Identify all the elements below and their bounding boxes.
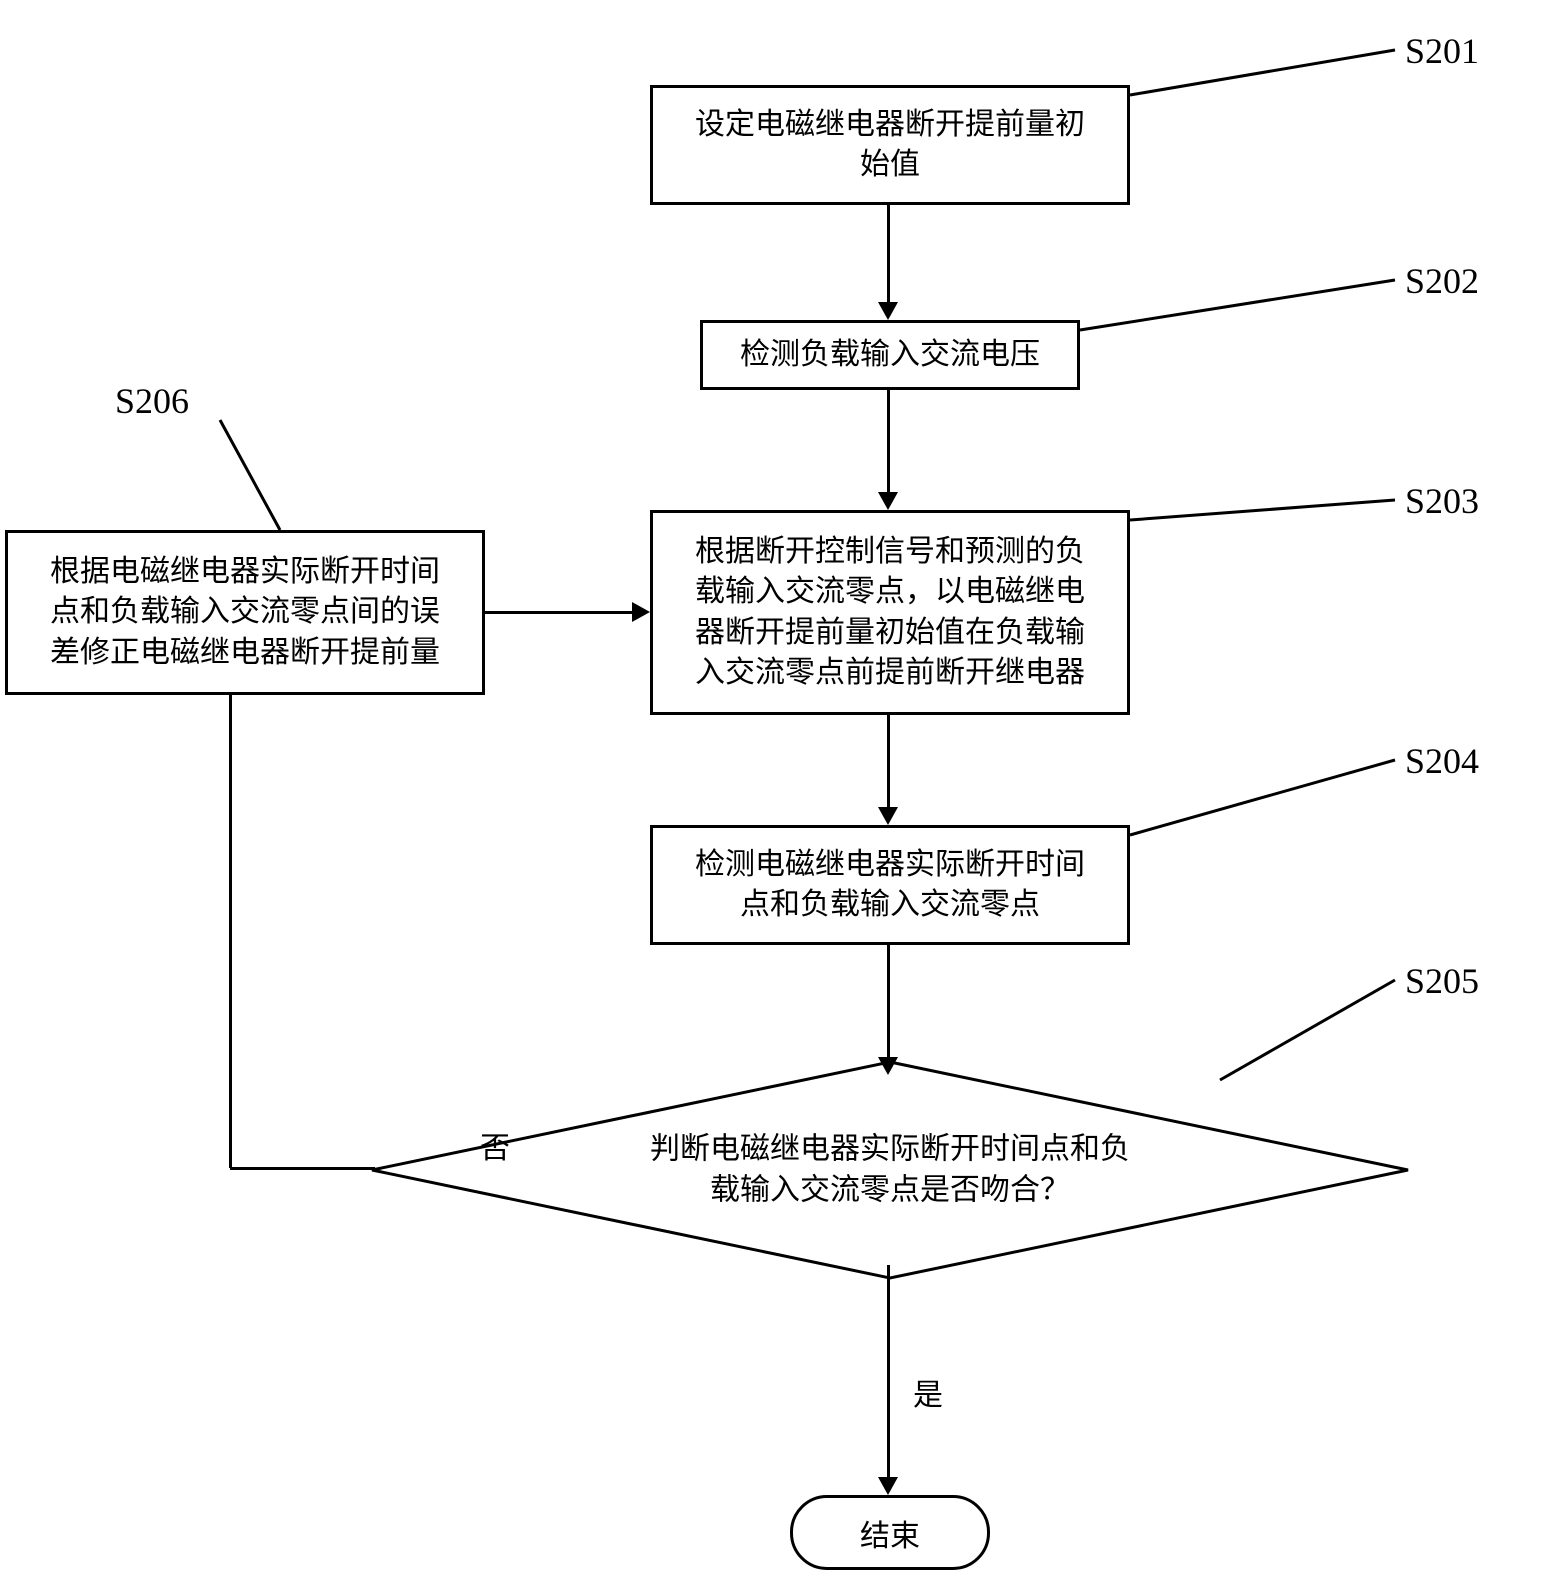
arrow-s204-s205 (887, 945, 890, 1057)
edge-no-label: 否 (480, 1123, 510, 1167)
arrowhead-s201-s202 (878, 302, 898, 320)
callout-s206 (0, 0, 1555, 1586)
arrowhead-s206-s203 (632, 602, 650, 622)
arrowhead-s202-s203 (878, 492, 898, 510)
arrow-s202-s203 (887, 390, 890, 492)
callouts-overlay (0, 0, 1555, 1586)
step-s205-decision: 判断电磁继电器实际断开时间点和负载输入交流零点是否吻合？ (370, 1060, 1410, 1280)
end-text: 结束 (860, 1511, 920, 1555)
step-s204-label: S204 (1405, 740, 1479, 782)
step-s203-text: 根据断开控制信号和预测的负载输入交流零点，以电磁继电器断开提前量初始值在负载输入… (695, 532, 1085, 694)
step-s205-label: S205 (1405, 960, 1479, 1002)
step-s203-label: S203 (1405, 480, 1479, 522)
step-s202-text: 检测负载输入交流电压 (740, 335, 1040, 376)
arrow-s206-s203 (485, 611, 632, 614)
arrow-no-horizontal (230, 1167, 375, 1170)
step-s206-label: S206 (115, 380, 189, 422)
edge-yes-label: 是 (913, 1370, 943, 1414)
arrow-s205-end (887, 1265, 890, 1477)
step-s201-text: 设定电磁继电器断开提前量初始值 (695, 105, 1085, 186)
step-s202-label: S202 (1405, 260, 1479, 302)
end-terminator: 结束 (790, 1495, 990, 1570)
step-s206-text: 根据电磁继电器实际断开时间点和负载输入交流零点间的误差修正电磁继电器断开提前量 (50, 552, 440, 674)
arrowhead-s204-s205 (878, 1057, 898, 1075)
step-s203-box: 根据断开控制信号和预测的负载输入交流零点，以电磁继电器断开提前量初始值在负载输入… (650, 510, 1130, 715)
step-s205-text: 判断电磁继电器实际断开时间点和负载输入交流零点是否吻合？ (474, 1130, 1306, 1211)
arrow-s201-s202 (887, 205, 890, 302)
arrowhead-s203-s204 (878, 807, 898, 825)
arrow-s203-s204 (887, 715, 890, 807)
arrow-no-vertical (229, 695, 232, 1168)
step-s206-box: 根据电磁继电器实际断开时间点和负载输入交流零点间的误差修正电磁继电器断开提前量 (5, 530, 485, 695)
arrowhead-s205-end (878, 1477, 898, 1495)
step-s201-box: 设定电磁继电器断开提前量初始值 (650, 85, 1130, 205)
step-s204-box: 检测电磁继电器实际断开时间点和负载输入交流零点 (650, 825, 1130, 945)
step-s201-label: S201 (1405, 30, 1479, 72)
step-s202-box: 检测负载输入交流电压 (700, 320, 1080, 390)
step-s204-text: 检测电磁继电器实际断开时间点和负载输入交流零点 (695, 845, 1085, 926)
